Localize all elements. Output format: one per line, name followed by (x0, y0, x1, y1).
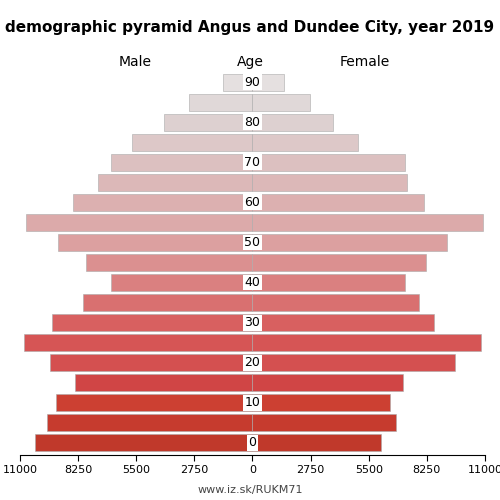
Bar (24, 334, 252, 351)
Text: 70: 70 (244, 156, 260, 168)
Text: 10: 10 (244, 396, 260, 409)
Text: 20: 20 (244, 356, 260, 370)
Bar (111, 274, 253, 291)
Bar (223, 74, 252, 90)
Bar (111, 154, 253, 171)
Bar (252, 354, 456, 372)
Text: 90: 90 (244, 76, 260, 88)
Text: 0: 0 (248, 436, 256, 450)
Text: 50: 50 (244, 236, 260, 249)
Text: Female: Female (340, 55, 390, 69)
Bar (56, 394, 252, 411)
Text: demographic pyramid Angus and Dundee City, year 2019: demographic pyramid Angus and Dundee Cit… (6, 20, 494, 35)
Bar (50, 354, 252, 372)
Bar (75, 374, 252, 392)
Bar (252, 154, 404, 171)
Bar (164, 114, 252, 130)
Bar (58, 234, 252, 251)
Bar (252, 414, 396, 432)
Text: Male: Male (118, 55, 152, 69)
Bar (132, 134, 252, 150)
Bar (252, 234, 447, 251)
Bar (252, 114, 333, 130)
Bar (252, 334, 481, 351)
Bar (98, 174, 252, 191)
Text: 40: 40 (244, 276, 260, 289)
Bar (252, 294, 420, 311)
Bar (26, 214, 252, 231)
Bar (252, 274, 404, 291)
Text: 30: 30 (244, 316, 260, 329)
Bar (252, 434, 382, 452)
Bar (252, 394, 390, 411)
Bar (189, 94, 252, 110)
Bar (48, 414, 253, 432)
Text: 60: 60 (244, 196, 260, 209)
Bar (35, 434, 252, 452)
Bar (252, 194, 424, 211)
Bar (252, 94, 310, 110)
Bar (252, 214, 483, 231)
Bar (252, 134, 358, 150)
Bar (252, 74, 284, 90)
Bar (252, 374, 402, 392)
Bar (73, 194, 252, 211)
Bar (252, 174, 407, 191)
Bar (252, 254, 426, 271)
Text: Age: Age (236, 55, 264, 69)
Text: www.iz.sk/RUKM71: www.iz.sk/RUKM71 (197, 485, 303, 495)
Bar (86, 254, 252, 271)
Bar (52, 314, 252, 331)
Bar (252, 314, 434, 331)
Text: 80: 80 (244, 116, 260, 128)
Bar (84, 294, 252, 311)
